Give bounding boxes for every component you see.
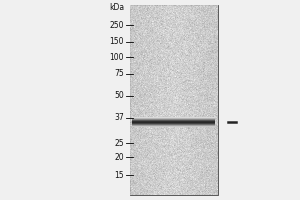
Text: 37: 37 <box>114 114 124 122</box>
Text: kDa: kDa <box>109 3 124 12</box>
Text: 25: 25 <box>114 138 124 148</box>
Bar <box>130 5 218 195</box>
Text: 100: 100 <box>110 52 124 62</box>
Text: 150: 150 <box>110 38 124 46</box>
Text: 250: 250 <box>110 21 124 29</box>
Text: 20: 20 <box>114 152 124 162</box>
Text: 50: 50 <box>114 92 124 100</box>
Text: 15: 15 <box>114 170 124 180</box>
Text: 75: 75 <box>114 70 124 78</box>
